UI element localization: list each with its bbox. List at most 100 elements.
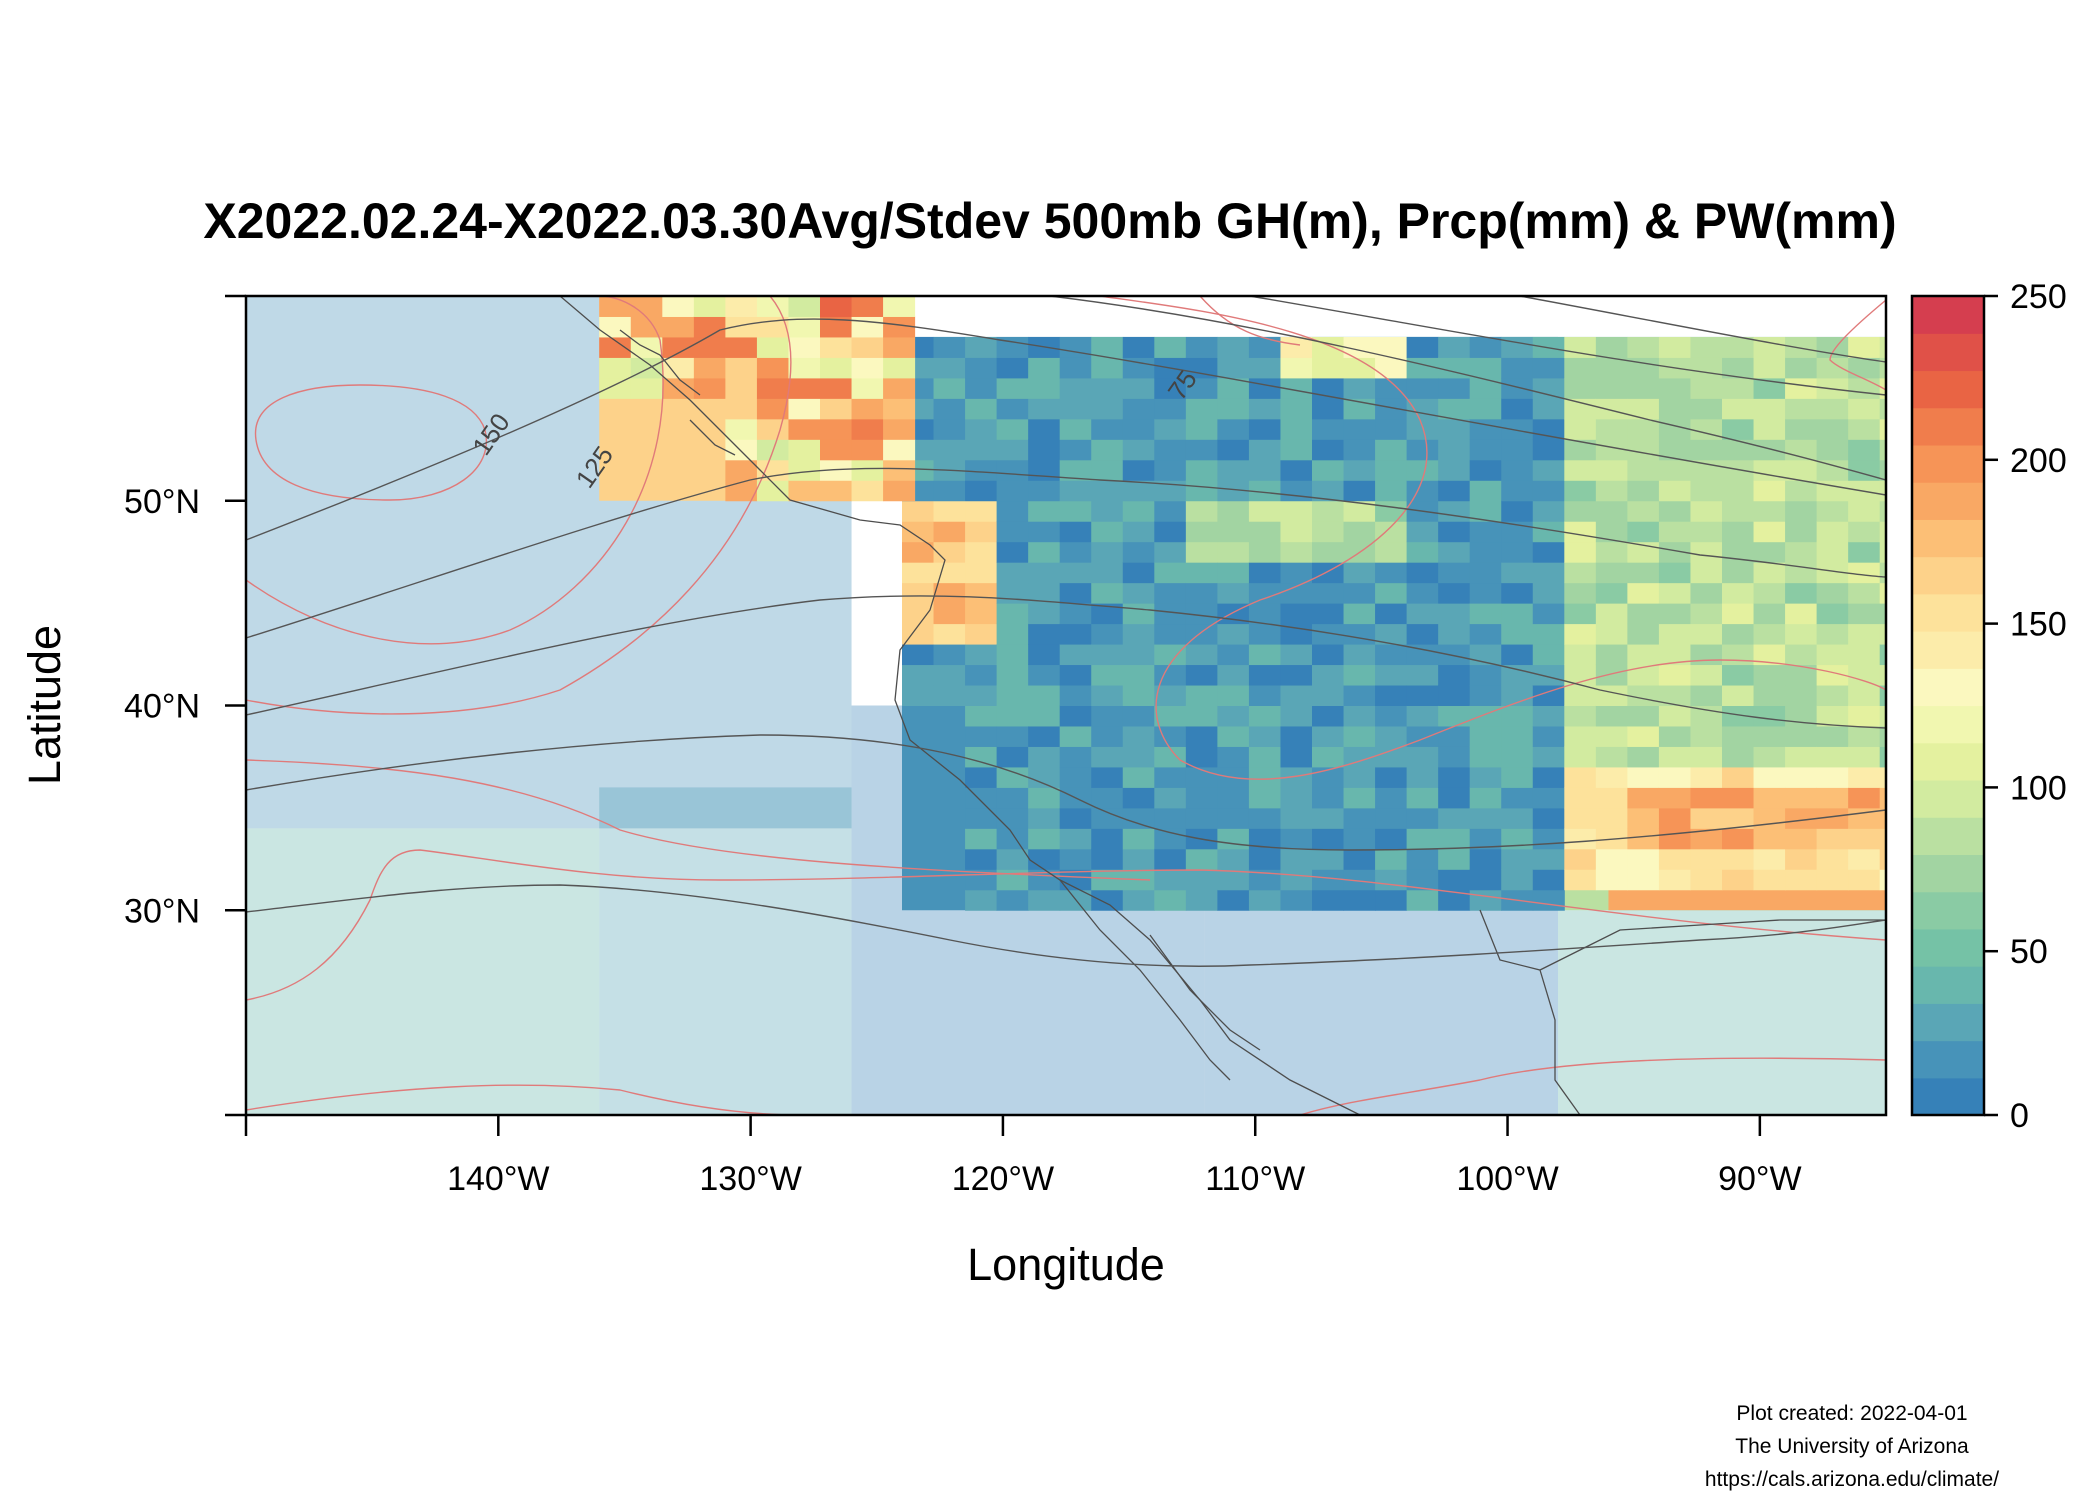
x-axis-label: Longitude [967,1239,1165,1290]
precip-pixel [1564,807,1597,829]
precip-pixel [1185,705,1218,727]
precip-cell-pacific-sw [246,828,600,1115]
precip-pixel [1658,766,1691,788]
pw-contours [246,296,1886,1115]
precip-pixel [1248,500,1281,522]
precip-pixel [1595,685,1628,706]
precip-pixel [996,746,1029,768]
precip-pixel [1312,541,1345,563]
precip-pixel [1154,541,1187,563]
precip-pixel [965,848,998,870]
precip-pixel [1690,398,1723,420]
precip-pixel [1722,787,1755,809]
precip-pixel [883,418,916,440]
precip-pixel [1564,357,1597,379]
precip-pixel [1154,603,1187,625]
precip-pixel [1122,685,1155,706]
precip-pixel [1059,582,1092,604]
precip-pixel [996,336,1029,358]
precip-pixel [1816,500,1849,522]
precip-pixel [1690,807,1723,829]
precip-pixel [1375,357,1408,379]
precip-pixel [1753,418,1786,440]
precip-pixel [1091,725,1124,747]
precip-pixel [1154,439,1187,461]
precip-pixel [1501,828,1534,850]
precip-pixel [1312,398,1345,420]
precip-pixel [1816,705,1849,727]
precip-pixel [1469,541,1502,563]
precip-pixel [1312,664,1345,686]
precip-pixel [1658,541,1691,563]
precip-pixel [1532,889,1565,911]
precip-pixel [1785,480,1818,502]
precip-pixel [1816,869,1849,891]
precip-pixel [1406,685,1439,706]
precip-pixel [1154,459,1187,481]
precip-pixel [902,603,935,625]
precip-pixel [1595,623,1628,645]
precip-pixel [965,541,998,563]
precip-pixel [1280,807,1313,829]
y-tick-label: 40°N [124,688,200,726]
precip-pixel [1438,439,1471,461]
precip-pixel [1406,582,1439,604]
precip-pixel [1879,807,1886,829]
precip-pixel [902,521,935,543]
precip-pixel [965,644,998,666]
precip-pixel [1658,398,1691,420]
precip-pixel [1185,869,1218,891]
precip-pixel [1059,418,1092,440]
precip-pixel [1438,377,1471,399]
precip-pixel [1564,521,1597,543]
precip-pixel [965,807,998,829]
precip-pixel [1879,603,1886,625]
precip-pixel [1469,623,1502,645]
precip-pixel [1722,766,1755,788]
precip-pixel [1785,685,1818,706]
precip-pixel [1375,541,1408,563]
precip-pixel [1343,500,1376,522]
precip-pixel [1816,357,1849,379]
precip-pixel [1028,766,1061,788]
precip-pixel [1848,787,1881,809]
precip-pixel [1564,869,1597,891]
precip-pixel [1217,562,1250,584]
precip-pixel [1816,664,1849,686]
precip-pixel [1816,725,1849,747]
precip-pixel [1816,746,1849,768]
precip-pixel [1185,664,1218,686]
precip-pixel [1406,439,1439,461]
precip-pixel [1438,459,1471,481]
precip-pixel [1028,746,1061,768]
precip-pixel [1595,807,1628,829]
x-axis: 140°W 130°W 120°W 110°W 100°W 90°W [244,1115,1802,1198]
precip-pixel [1722,705,1755,727]
precip-pixel [725,459,758,481]
precip-pixel [1248,603,1281,625]
precip-pixel [1028,848,1061,870]
gh-contour-3 [246,595,1886,729]
colorbar-swatch [1912,668,1984,707]
precip-pixel [1658,418,1691,440]
precip-pixel [1848,377,1881,399]
precip-pixel [1343,521,1376,543]
precip-pixel [788,459,821,481]
precip-pixel [902,664,935,686]
precip-pixel [1059,725,1092,747]
precip-pixel [1564,480,1597,502]
precip-pixel [756,480,789,502]
precip-pixel [693,377,726,399]
precip-pixel [1438,398,1471,420]
precip-pixel [1627,418,1660,440]
precip-pixel [1658,439,1691,461]
precip-pixel [1122,848,1155,870]
precip-pixel [1343,828,1376,850]
precip-pixel [1217,541,1250,563]
precip-pixel [788,377,821,399]
precip-pixel [902,582,935,604]
precip-pixel [1280,500,1313,522]
precip-pixel [1280,418,1313,440]
precip-pixel [1816,787,1849,809]
precip-pixel [1028,603,1061,625]
